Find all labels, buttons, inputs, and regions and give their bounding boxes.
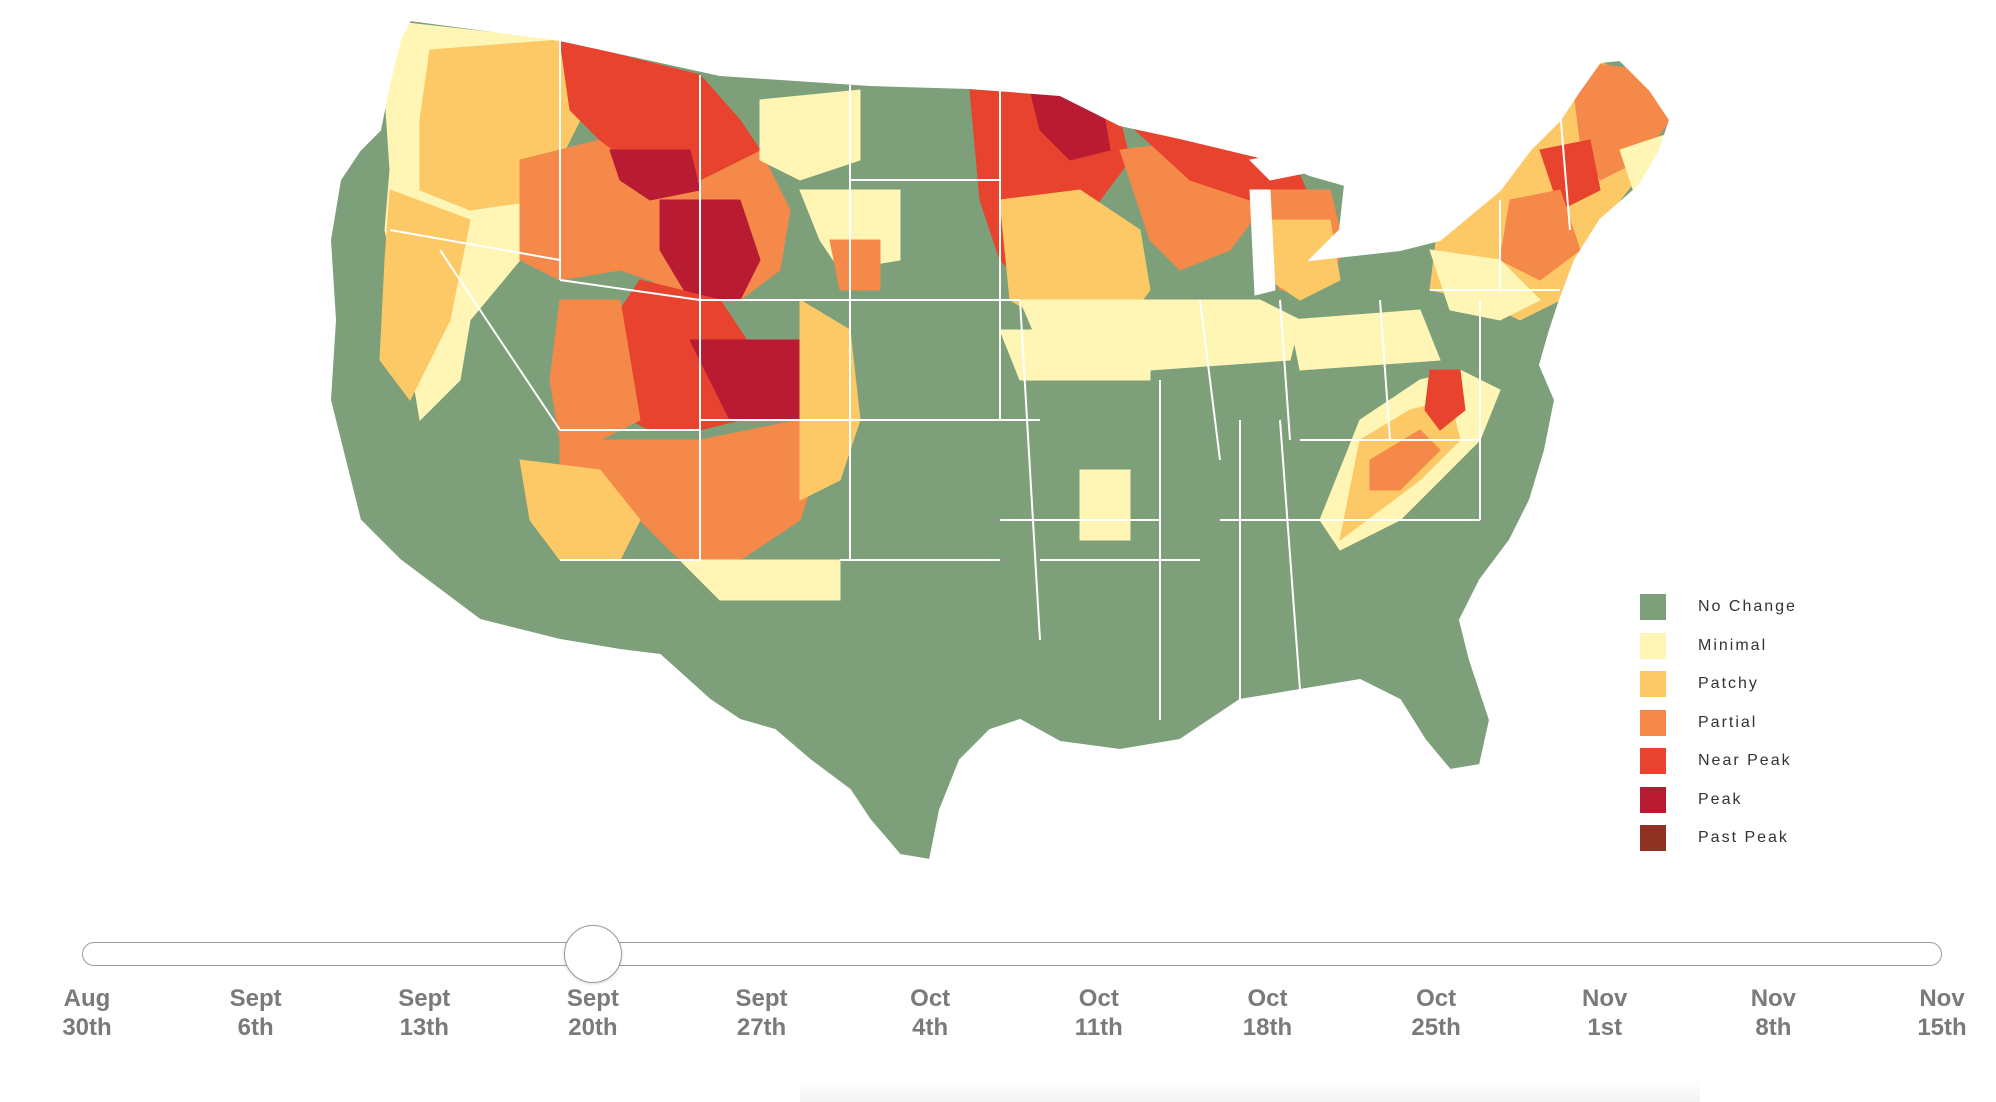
timeline-tick[interactable]: Sept 6th (196, 984, 316, 1042)
legend-swatch (1640, 594, 1666, 621)
region-minimal-iowa (999, 329, 1151, 381)
tick-day: 25th (1411, 1014, 1461, 1041)
tick-day: 8th (1755, 1014, 1792, 1041)
legend-swatch (1640, 825, 1666, 852)
region-peak-montana (609, 149, 701, 201)
tick-month: Oct (1416, 985, 1457, 1012)
timeline-slider-handle[interactable] (563, 925, 622, 983)
tick-month: Nov (1919, 985, 1965, 1012)
legend-item: Peak (1640, 781, 1797, 820)
tick-month: Oct (1078, 985, 1119, 1012)
timeline-tick[interactable]: Aug 30th (27, 984, 147, 1042)
tick-day: 11th (1074, 1014, 1123, 1041)
legend-label: Near Peak (1698, 752, 1792, 770)
tick-day: 18th (1242, 1014, 1293, 1041)
us-foliage-map-svg (328, 18, 1672, 862)
region-partial-ny (1499, 189, 1581, 281)
legend-label: Patchy (1698, 675, 1759, 693)
region-minimal-ohio (1289, 309, 1441, 371)
tick-day: 4th (912, 1014, 949, 1041)
lake-michigan (1249, 189, 1276, 296)
legend-item: Partial (1640, 704, 1797, 743)
timeline-tick[interactable]: Nov 1st (1545, 984, 1665, 1042)
timeline-tick[interactable]: Oct 18th (1207, 984, 1327, 1042)
legend-item: Past Peak (1640, 819, 1797, 858)
timeline-slider-track[interactable] (82, 942, 1942, 966)
tick-month: Nov (1750, 985, 1797, 1012)
region-minimal-montana-e (759, 89, 861, 181)
state-border-line (1199, 299, 1221, 461)
state-border-line (1379, 299, 1391, 441)
legend-swatch (1640, 786, 1666, 813)
tick-day: 15th (1917, 1014, 1967, 1041)
legend-item: Near Peak (1640, 742, 1797, 781)
legend-swatch (1640, 632, 1666, 659)
state-border-line (1279, 299, 1291, 441)
legend-swatch (1640, 709, 1666, 736)
tick-day: 20th (568, 1014, 618, 1041)
tick-day: 6th (237, 1014, 274, 1041)
tick-month: Sept (735, 985, 788, 1012)
region-partial-sd (829, 239, 881, 291)
timeline-tick[interactable]: Nov 15th (1882, 984, 1996, 1042)
tick-month: Oct (1247, 985, 1288, 1012)
tick-day: 30th (62, 1014, 112, 1041)
legend-label: No Change (1698, 598, 1797, 616)
timeline-tick[interactable]: Sept 27th (702, 984, 822, 1042)
legend-item: Minimal (1640, 627, 1797, 666)
timeline-tick[interactable]: Oct 4th (870, 984, 990, 1042)
legend-swatch (1640, 671, 1666, 698)
tick-month: Sept (566, 985, 619, 1012)
region-partial-appalachia (1369, 429, 1441, 491)
state-border-line (439, 249, 561, 431)
timeline-tick[interactable]: Sept 13th (364, 984, 484, 1042)
legend-swatch (1640, 748, 1666, 775)
tick-day: 13th (399, 1014, 449, 1041)
state-border-line (1019, 299, 1041, 641)
country-outline (328, 18, 1672, 862)
tick-month: Sept (398, 985, 451, 1012)
region-minimal-pa (1429, 249, 1541, 321)
bottom-fade (800, 1080, 1700, 1102)
state-border-line (1279, 419, 1301, 691)
foliage-map (328, 18, 1672, 862)
legend-label: Past Peak (1698, 829, 1789, 847)
legend-item: Patchy (1640, 665, 1797, 704)
region-minimal-arkansas (1079, 469, 1131, 541)
legend: No Change Minimal Patchy Partial Near Peak Pe… (1640, 588, 1797, 858)
state-border-line (389, 229, 561, 261)
state-border-line (1559, 109, 1571, 231)
timeline-tick[interactable]: Oct 11th (1039, 984, 1159, 1042)
legend-label: Minimal (1698, 636, 1768, 654)
tick-month: Sept (229, 985, 282, 1012)
timeline-tick[interactable]: Nov 8th (1713, 984, 1833, 1042)
tick-day: 1st (1587, 1014, 1623, 1041)
tick-month: Aug (63, 985, 111, 1012)
region-patchy-sierra (379, 189, 471, 401)
state-border-line (559, 279, 701, 301)
tick-day: 27th (736, 1014, 787, 1041)
legend-item: No Change (1640, 588, 1797, 627)
legend-label: Partial (1698, 713, 1758, 731)
timeline-tick[interactable]: Sept 20th (533, 984, 653, 1042)
tick-month: Oct (910, 985, 951, 1012)
tick-month: Nov (1582, 985, 1628, 1012)
legend-label: Peak (1698, 790, 1743, 808)
region-nearpeak-wv (1424, 369, 1466, 431)
state-borders (389, 40, 1571, 720)
region-minimal-nm-south (678, 559, 841, 601)
timeline-tick[interactable]: Oct 25th (1376, 984, 1496, 1042)
